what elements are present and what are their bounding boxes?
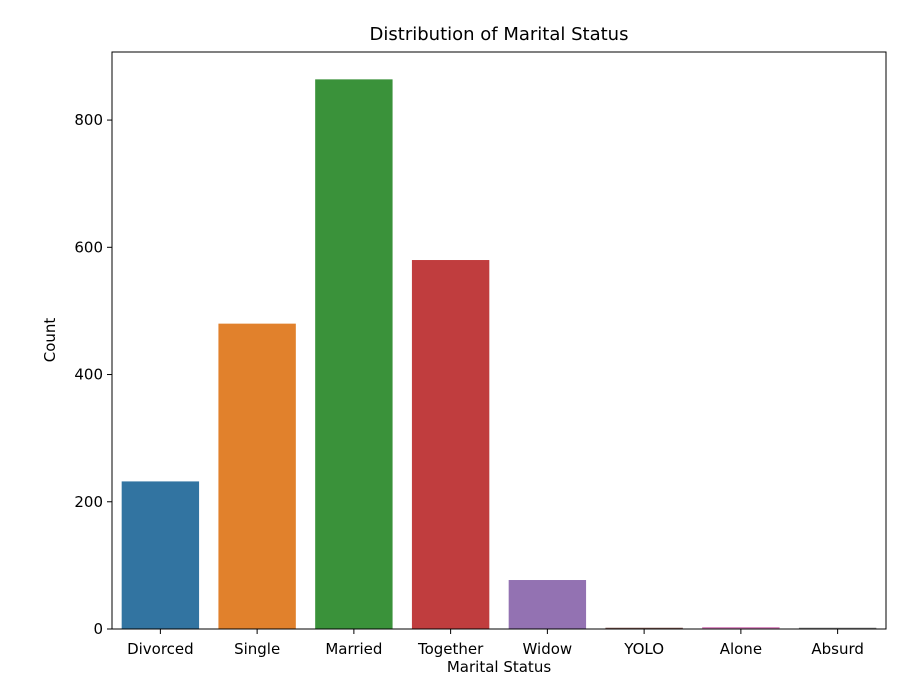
x-axis: Divorced Single Married Together Widow YOLO Al… <box>127 629 864 658</box>
bars-layer <box>121 79 877 629</box>
x-tick-label-alone: Alone <box>720 640 762 658</box>
bar-divorced <box>121 481 200 629</box>
x-axis-label: Marital Status <box>447 658 551 676</box>
y-tick-label-200: 200 <box>74 493 103 511</box>
plot-frame <box>111 51 887 630</box>
chart-title: Distribution of Marital Status <box>370 24 629 45</box>
y-axis-label: Count <box>41 318 59 363</box>
x-tick-label-together: Together <box>417 640 484 658</box>
bar-absurd <box>798 627 877 629</box>
bar-yolo <box>605 627 683 629</box>
x-tick-label-yolo: YOLO <box>623 640 664 658</box>
y-tick-label-0: 0 <box>93 620 103 638</box>
x-tick-label-absurd: Absurd <box>811 640 864 658</box>
y-tick-label-600: 600 <box>74 238 103 256</box>
x-tick-label-widow: Widow <box>523 640 573 658</box>
bar-married <box>315 79 393 629</box>
bar-alone <box>702 627 780 629</box>
bar-single <box>218 323 296 629</box>
x-tick-label-married: Married <box>325 640 382 658</box>
bar-together <box>411 260 490 629</box>
y-tick-label-400: 400 <box>74 366 103 384</box>
y-axis: 0 200 400 600 800 <box>74 111 112 638</box>
x-tick-label-divorced: Divorced <box>127 640 194 658</box>
x-tick-label-single: Single <box>234 640 280 658</box>
bar-widow <box>508 580 587 629</box>
y-tick-label-800: 800 <box>74 111 103 129</box>
